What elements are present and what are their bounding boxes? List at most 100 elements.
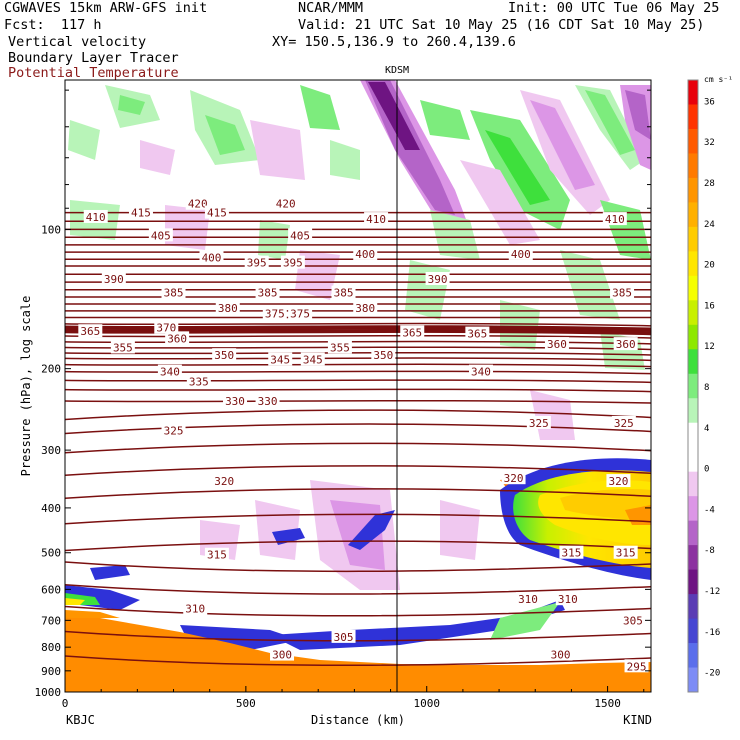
colorbar-swatch — [688, 349, 698, 374]
y-tick-label: 600 — [41, 583, 61, 596]
colorbar-swatch — [688, 300, 698, 325]
colorbar-tick-label: 32 — [704, 138, 715, 148]
colorbar-swatch — [688, 447, 698, 472]
y-axis-label: Pressure (hPa), log scale — [19, 296, 33, 477]
colorbar-tick-label: 20 — [704, 261, 715, 271]
theta-label: 360 — [547, 338, 567, 351]
theta-label: 345 — [270, 353, 290, 366]
theta-label: 340 — [160, 366, 180, 379]
theta-label: 350 — [373, 349, 393, 362]
colorbar-swatch — [688, 496, 698, 521]
y-tick-label: 500 — [41, 547, 61, 560]
station-marker-label: KDSM — [385, 65, 409, 76]
colorbar-tick-label: 0 — [704, 465, 709, 475]
theta-label: 410 — [86, 211, 106, 224]
theta-label: 310 — [558, 593, 578, 606]
colorbar-units: cm s⁻¹ — [704, 75, 733, 84]
colorbar-swatch — [688, 472, 698, 497]
theta-label: 385 — [164, 287, 184, 300]
theta-label: 315 — [207, 549, 227, 562]
theta-label: 415 — [131, 207, 151, 220]
x-tick-label: 500 — [236, 697, 256, 710]
colorbar-swatch — [688, 570, 698, 595]
colorbar-swatch — [688, 251, 698, 276]
colorbar-swatch — [688, 227, 698, 252]
theta-label: 345 — [303, 353, 323, 366]
theta-label: 385 — [334, 287, 354, 300]
y-tick-label: 900 — [41, 665, 61, 678]
colorbar-swatch — [688, 153, 698, 178]
theta-label: 410 — [605, 213, 625, 226]
colorbar-swatch — [688, 374, 698, 399]
colorbar-tick-label: -16 — [704, 628, 720, 638]
theta-label: 365 — [402, 326, 422, 339]
theta-label: 310 — [518, 593, 538, 606]
theta-label: 365 — [467, 328, 487, 341]
theta-label: 380 — [218, 302, 238, 315]
theta-label: 330 — [258, 395, 278, 408]
theta-label: 375 — [290, 308, 310, 321]
theta-label: 405 — [151, 229, 171, 242]
theta-label: 385 — [612, 287, 632, 300]
colorbar-swatch — [688, 398, 698, 423]
colorbar-swatch — [688, 104, 698, 129]
colorbar-tick-label: 4 — [704, 424, 709, 434]
theta-label: 400 — [511, 248, 531, 261]
x-tick-label: 0 — [62, 697, 69, 710]
theta-line — [65, 331, 651, 333]
theta-label: 325 — [614, 417, 634, 430]
theta-label: 335 — [189, 375, 209, 388]
colorbar-swatch — [688, 643, 698, 668]
theta-label: 315 — [616, 547, 636, 560]
theta-label: 415 — [207, 207, 227, 220]
colorbar-tick-label: 36 — [704, 97, 715, 107]
x-tick-label: 1500 — [594, 697, 621, 710]
colorbar-swatch — [688, 594, 698, 619]
theta-label: 320 — [214, 475, 234, 488]
x-tick-label: 1000 — [413, 697, 440, 710]
y-tick-label: 200 — [41, 363, 61, 376]
theta-label: 300 — [551, 649, 571, 662]
colorbar-tick-label: -20 — [704, 669, 720, 679]
theta-label: 355 — [330, 341, 350, 354]
colorbar-tick-label: 12 — [704, 342, 715, 352]
colorbar-tick-label: -8 — [704, 546, 715, 556]
y-tick-label: 700 — [41, 614, 61, 627]
theta-label: 325 — [529, 417, 549, 430]
theta-label: 420 — [188, 198, 208, 211]
theta-label: 310 — [185, 603, 205, 616]
colorbar-swatch — [688, 129, 698, 154]
theta-label: 395 — [283, 257, 303, 270]
theta-label: 340 — [471, 366, 491, 379]
colorbar-swatch — [688, 545, 698, 570]
theta-label: 360 — [167, 332, 187, 345]
theta-label: 375 — [265, 308, 285, 321]
theta-label: 390 — [104, 273, 124, 286]
theta-label: 360 — [616, 338, 636, 351]
y-tick-label: 1000 — [35, 686, 62, 699]
theta-label: 305 — [334, 631, 354, 644]
theta-label: 380 — [355, 302, 375, 315]
theta-label: 330 — [225, 395, 245, 408]
theta-label: 305 — [623, 614, 643, 627]
theta-label: 350 — [214, 349, 234, 362]
theta-label: 395 — [247, 257, 267, 270]
theta-label: 400 — [355, 248, 375, 261]
colorbar-swatch — [688, 668, 698, 693]
theta-label: 365 — [80, 325, 100, 338]
theta-label: 385 — [258, 287, 278, 300]
colorbar-swatch — [688, 276, 698, 301]
colorbar-swatch — [688, 202, 698, 227]
y-tick-label: 300 — [41, 444, 61, 457]
x-axis-label: Distance (km) — [311, 713, 405, 727]
theta-label: 320 — [504, 472, 524, 485]
colorbar-swatch — [688, 325, 698, 350]
theta-label: 295 — [627, 660, 647, 673]
theta-label: 400 — [202, 251, 222, 264]
colorbar-swatch — [688, 423, 698, 448]
y-tick-label: 100 — [41, 223, 61, 236]
y-tick-label: 400 — [41, 502, 61, 515]
colorbar-swatch — [688, 178, 698, 203]
right-endpoint-label: KIND — [623, 713, 652, 727]
colorbar-tick-label: -4 — [704, 505, 715, 515]
